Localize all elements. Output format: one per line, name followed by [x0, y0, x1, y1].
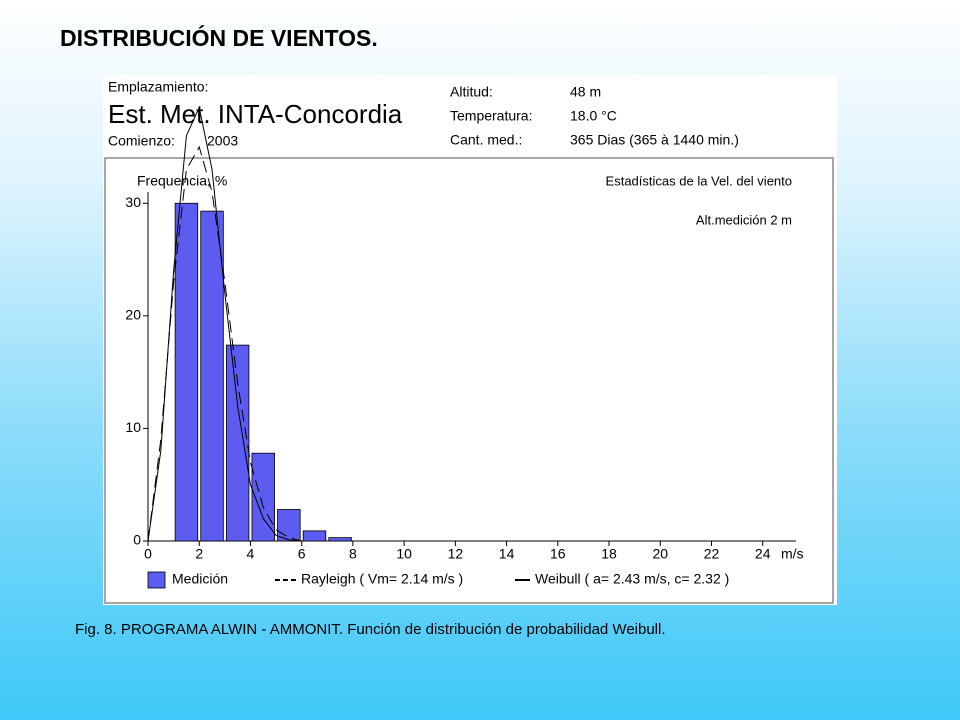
header-value: 365 Dias (365 à 1440 min.): [570, 132, 739, 148]
y-tick-label: 0: [133, 532, 141, 548]
x-tick-label: 0: [144, 546, 152, 562]
legend-label: Weibull ( a= 2.43 m/s, c= 2.32 ): [535, 571, 729, 587]
x-tick-label: 10: [396, 546, 412, 562]
bar: [251, 452, 275, 542]
annotation: Alt.medición 2 m: [696, 212, 792, 227]
chart-background: [103, 75, 837, 605]
legend-swatch: [147, 571, 166, 589]
legend-label: Medición: [172, 571, 228, 587]
x-tick-label: 24: [755, 546, 771, 562]
x-tick-label: 14: [499, 546, 515, 562]
legend-label: Rayleigh ( Vm= 2.14 m/s ): [301, 571, 463, 587]
header-label: Temperatura:: [450, 108, 532, 124]
x-tick-label: 8: [349, 546, 357, 562]
caption: Fig. 8. PROGRAMA ALWIN - AMMONIT. Funció…: [75, 621, 666, 638]
plot-frame: [104, 157, 834, 604]
header-label: Cant. med.:: [450, 132, 522, 148]
x-tick-label: 18: [601, 546, 617, 562]
header-value: 18.0 °C: [570, 108, 617, 124]
x-tick-label: 16: [550, 546, 566, 562]
header-label: Altitud:: [450, 84, 493, 100]
slide-title: DISTRIBUCIÓN DE VIENTOS.: [60, 24, 378, 51]
header-site: Est. Met. INTA-Concordia: [108, 99, 403, 129]
bar: [277, 509, 301, 542]
header-value: 48 m: [570, 84, 601, 100]
x-tick-label: 12: [448, 546, 464, 562]
distribution-curve: [147, 105, 302, 542]
bar: [302, 530, 327, 542]
y-tick-label: 30: [125, 194, 141, 210]
x-tick-label: 6: [298, 546, 306, 562]
x-tick-label: 22: [704, 546, 720, 562]
y-tick-label: 20: [125, 307, 141, 323]
distribution-curve: [147, 145, 302, 542]
annotation: Estadísticas de la Vel. del viento: [606, 173, 792, 188]
bar: [328, 537, 352, 542]
header-label: Comienzo:: [108, 133, 175, 149]
header-label: Emplazamiento:: [108, 79, 208, 95]
bar: [225, 344, 250, 542]
header-value: 2003: [207, 133, 238, 149]
x-tick-label: 4: [247, 546, 255, 562]
bar: [200, 210, 224, 542]
x-axis-label: m/s: [781, 546, 804, 562]
x-tick-label: 20: [652, 546, 668, 562]
bar: [174, 202, 199, 542]
y-tick-label: 10: [125, 419, 141, 435]
x-tick-label: 2: [195, 546, 203, 562]
